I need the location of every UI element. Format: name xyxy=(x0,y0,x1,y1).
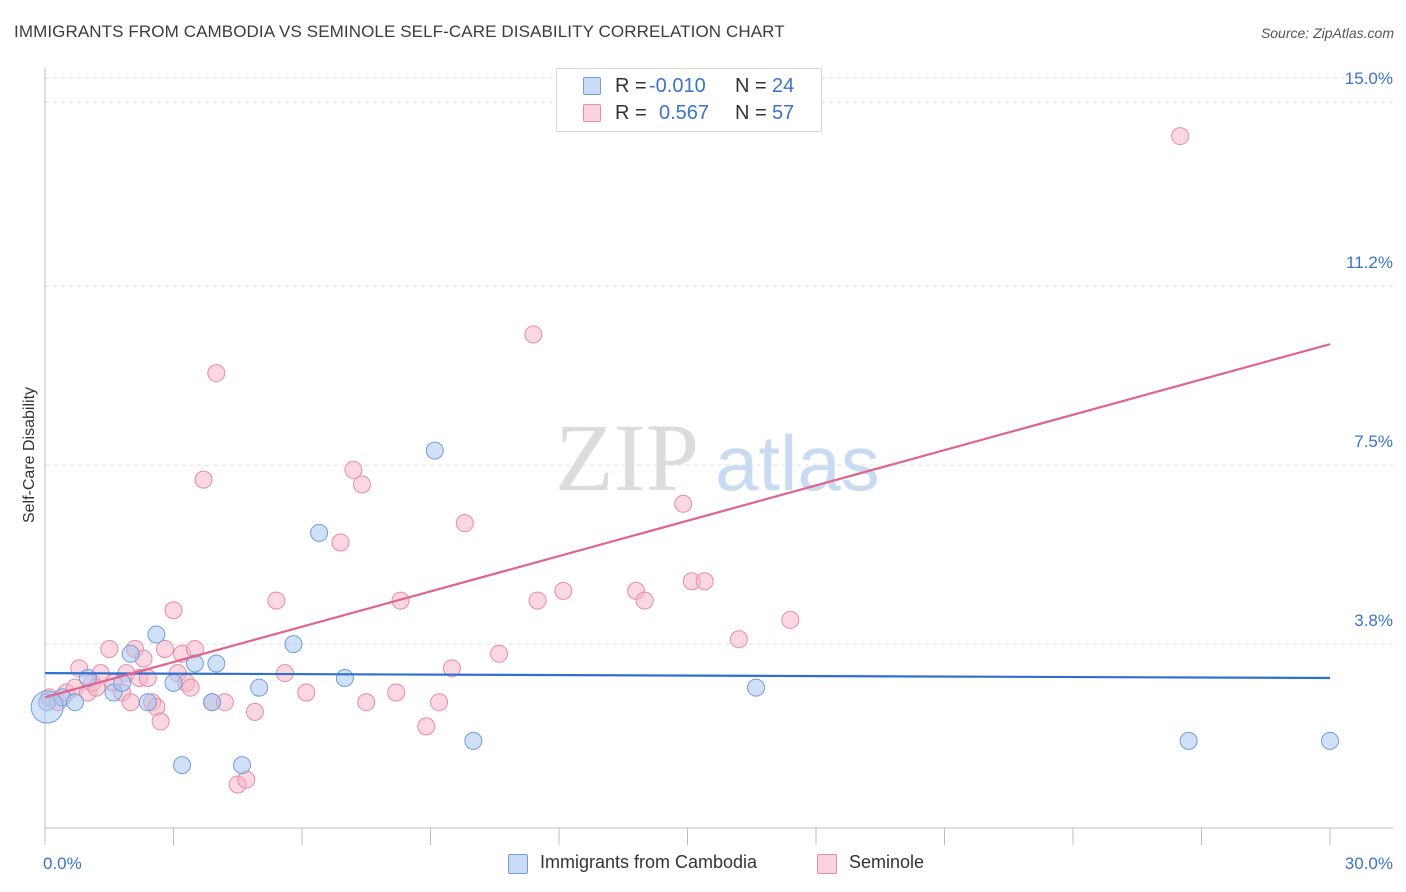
cambodia-point xyxy=(310,523,329,542)
seminole-point xyxy=(729,630,748,649)
cambodia-point xyxy=(147,625,166,644)
r-label: R = xyxy=(615,75,647,97)
seminole-swatch xyxy=(583,104,601,122)
seminole-point xyxy=(207,364,226,383)
cambodia-point xyxy=(173,756,192,775)
seminole-point xyxy=(181,678,200,697)
x-tick-label-min: 0.0% xyxy=(43,854,82,873)
seminole-point xyxy=(695,572,714,591)
n-label: N = xyxy=(735,102,767,124)
watermark: ZIP atlas xyxy=(555,404,880,511)
seminole-point xyxy=(442,659,461,678)
y-tick-label: 7.5% xyxy=(1354,432,1393,451)
trend-lines xyxy=(44,343,1331,699)
seminole-point xyxy=(155,639,174,658)
seminole-point xyxy=(138,669,157,687)
cambodia-point xyxy=(250,678,269,697)
seminole-point xyxy=(387,683,406,702)
y-tick-label: 3.8% xyxy=(1354,611,1393,630)
seminole-point xyxy=(455,514,474,533)
legend-swatch-cambodia xyxy=(508,854,528,874)
watermark-atlas: atlas xyxy=(715,419,880,507)
cambodia-point xyxy=(425,441,444,460)
seminole-point xyxy=(121,693,140,712)
seminole-point xyxy=(635,591,654,610)
cambodia-point xyxy=(335,669,354,687)
cambodia-point xyxy=(233,756,252,775)
cambodia-point xyxy=(65,693,84,712)
seminole-point xyxy=(194,470,213,489)
source-label: Source: ZipAtlas.com xyxy=(1260,25,1394,41)
n-value: 57 xyxy=(772,102,795,124)
seminole-point xyxy=(528,591,547,610)
data-points xyxy=(30,127,1339,794)
y-tick-label: 11.2% xyxy=(1346,253,1393,272)
tick-labels: 3.8% 7.5% 11.2% 15.0% 0.0% 30.0% xyxy=(43,69,1393,873)
seminole-point xyxy=(524,325,543,344)
cambodia-point xyxy=(207,654,226,673)
y-axis-label: Self-Care Disability xyxy=(21,387,38,523)
seminole-point xyxy=(352,475,371,494)
correlation-stats-box: R = -0.010 N = 24 R = 0.567 N = 57 xyxy=(556,68,822,132)
cambodia-trend-line xyxy=(44,672,1331,680)
cambodia-point xyxy=(203,693,222,712)
r-label: R = xyxy=(615,102,647,124)
seminole-point xyxy=(297,683,316,702)
x-tick-label-max: 30.0% xyxy=(1345,854,1393,873)
seminole-point xyxy=(357,693,376,712)
n-value: 24 xyxy=(772,75,795,97)
gridlines xyxy=(45,77,1393,645)
y-tick-label: 15.0% xyxy=(1345,69,1393,88)
cambodia-point xyxy=(185,654,204,673)
stats-row-cambodia: R = -0.010 N = 24 xyxy=(557,74,821,100)
r-value: -0.010 xyxy=(649,75,706,97)
seminole-point xyxy=(344,460,363,479)
chart-title: IMMIGRANTS FROM CAMBODIA VS SEMINOLE SEL… xyxy=(14,22,785,41)
seminole-point xyxy=(781,610,800,629)
seminole-point xyxy=(1171,127,1190,146)
seminole-point xyxy=(267,591,286,610)
seminole-point xyxy=(490,644,509,663)
cambodia-point xyxy=(464,731,483,750)
cambodia-point xyxy=(164,673,183,692)
seminole-point xyxy=(417,717,436,736)
cambodia-point xyxy=(121,644,140,663)
seminole-point xyxy=(331,533,350,552)
n-label: N = xyxy=(735,75,767,97)
seminole-point xyxy=(430,693,449,712)
cambodia-point xyxy=(747,678,766,697)
seminole-trend-line xyxy=(44,343,1331,699)
cambodia-point-large xyxy=(30,690,64,724)
legend-label-seminole: Seminole xyxy=(849,852,925,872)
cambodia-point xyxy=(138,693,157,712)
seminole-point xyxy=(164,601,183,620)
r-value: 0.567 xyxy=(659,102,710,124)
seminole-point xyxy=(100,639,119,658)
cambodia-point xyxy=(284,635,303,654)
seminole-point xyxy=(151,712,170,731)
legend-label-cambodia: Immigrants from Cambodia xyxy=(540,852,758,872)
watermark-zip: ZIP xyxy=(555,404,699,511)
cambodia-swatch xyxy=(583,77,601,95)
seminole-point xyxy=(245,702,264,721)
cambodia-point xyxy=(1321,731,1339,750)
legend-swatch-seminole xyxy=(817,854,837,874)
stats-row-seminole: R = 0.567 N = 57 xyxy=(557,101,821,127)
cambodia-point xyxy=(1179,731,1198,750)
seminole-point xyxy=(554,581,573,600)
seminole-point xyxy=(674,494,693,513)
